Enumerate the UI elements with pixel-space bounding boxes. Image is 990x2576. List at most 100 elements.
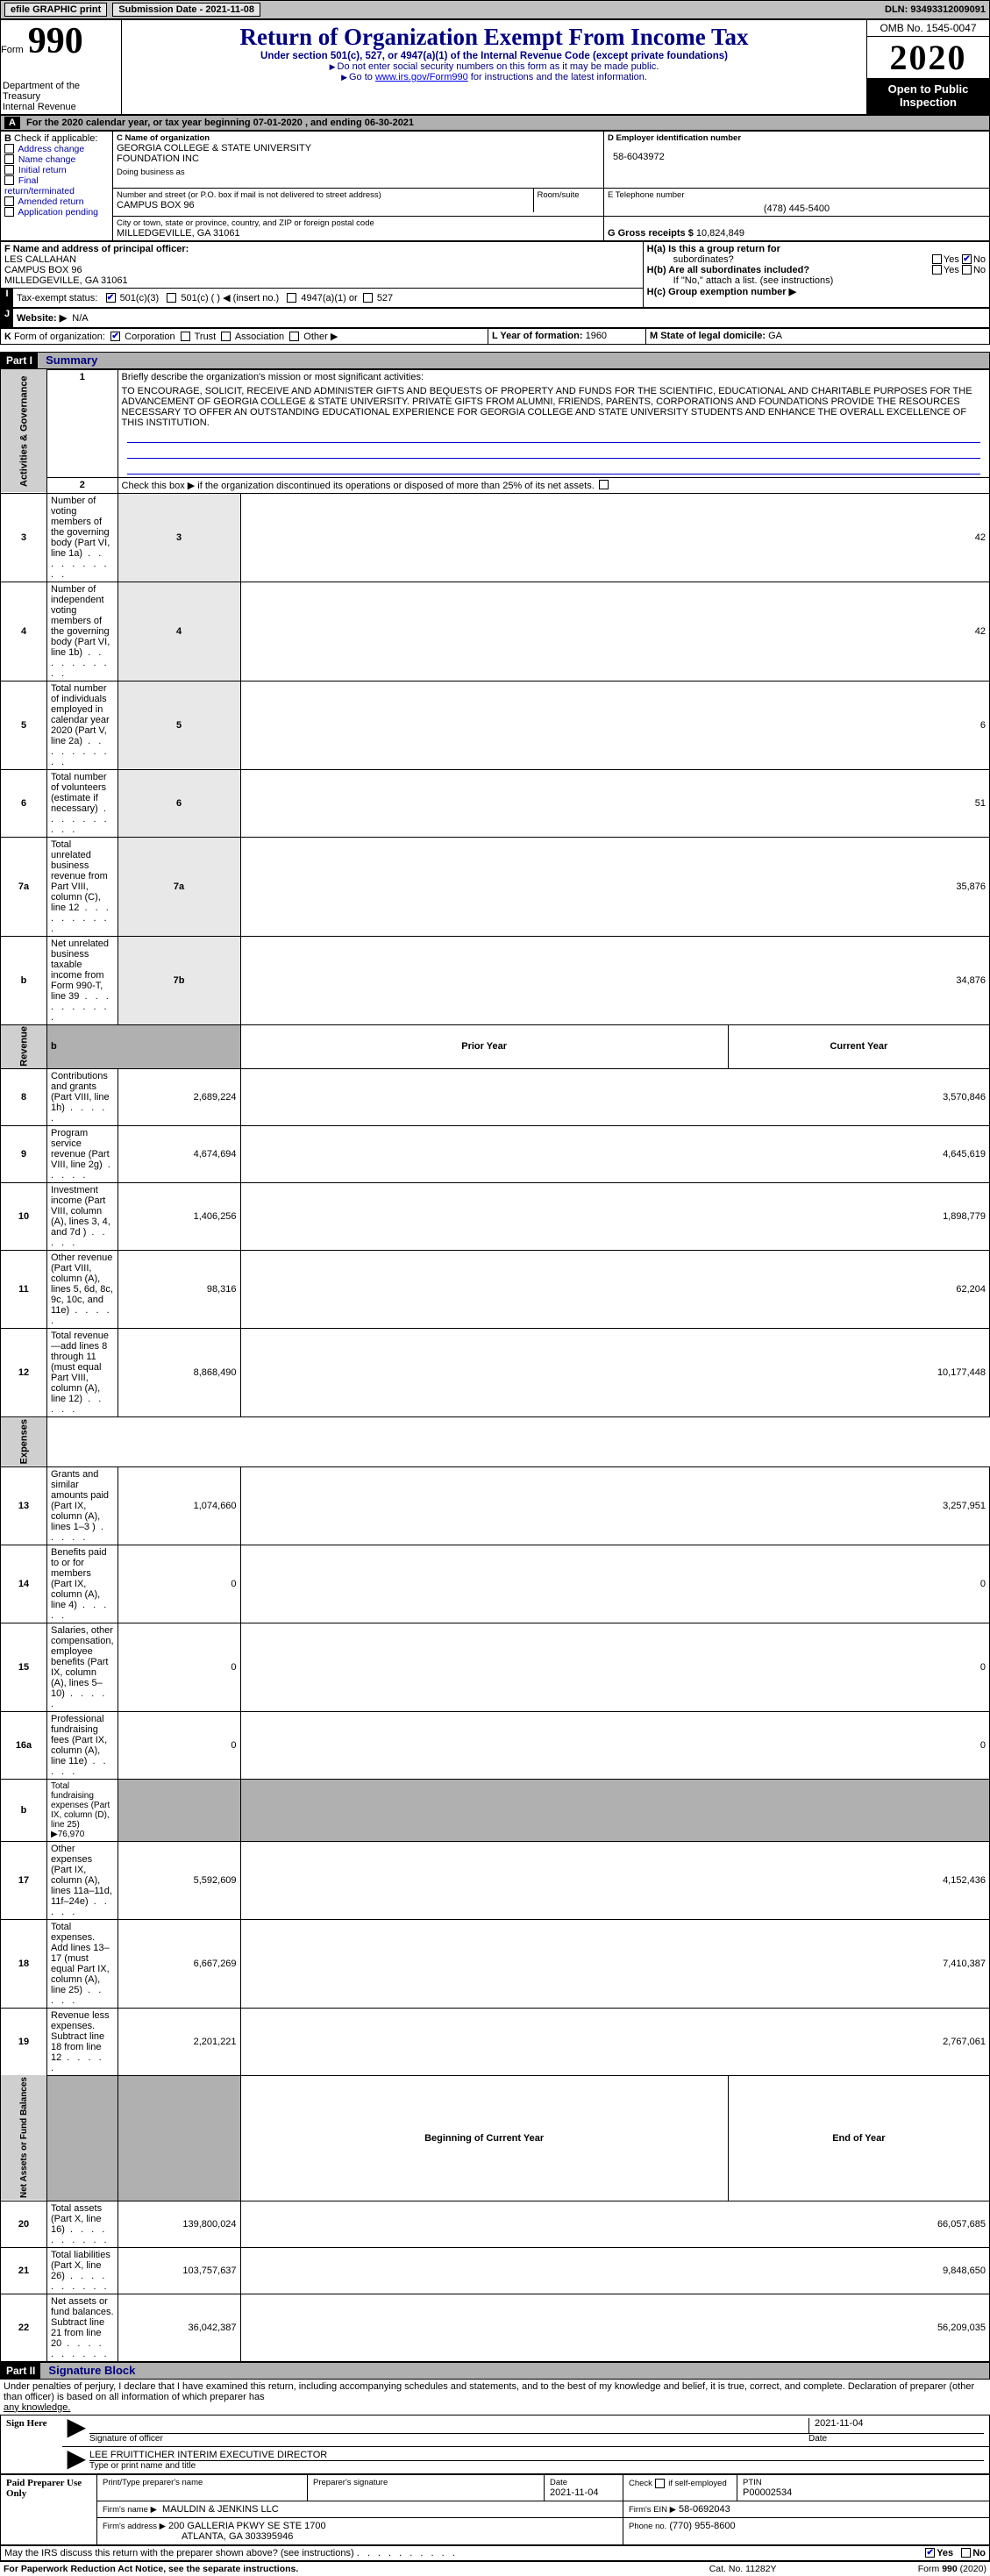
4947-checkbox[interactable]	[287, 293, 296, 303]
corp-checkbox[interactable]	[110, 332, 120, 341]
sig-officer-label: Signature of officer	[89, 2434, 808, 2444]
firm-name: MAULDIN & JENKINS LLC	[162, 2504, 279, 2515]
b-checkbox-5[interactable]	[4, 207, 14, 217]
city-value: MILLEDGEVILLE, GA 31061	[117, 228, 600, 239]
b-checkbox-1[interactable]	[4, 154, 14, 164]
trust-checkbox[interactable]	[181, 332, 190, 341]
prior-year-value: 1,074,660	[118, 1466, 240, 1545]
open-to-public: Open to Public Inspection	[867, 79, 990, 115]
line-num: 15	[1, 1623, 47, 1711]
b-checkbox-4[interactable]	[4, 196, 14, 206]
hb-yes-checkbox[interactable]	[932, 265, 942, 275]
ha-yes-checkbox[interactable]	[932, 254, 942, 264]
org-name-1: GEORGIA COLLEGE & STATE UNIVERSITY	[117, 143, 600, 153]
boy-value: 139,800,024	[118, 2201, 240, 2247]
ha-sub: subordinates?	[647, 254, 734, 265]
form-word: Form	[1, 45, 24, 55]
officer-addr1: CAMPUS BOX 96	[4, 265, 639, 275]
line-num: 18	[1, 1919, 47, 2008]
prior-year-value: 0	[118, 1711, 240, 1779]
efile-label: efile GRAPHIC print	[4, 3, 107, 17]
discuss-label: May the IRS discuss this return with the…	[4, 2548, 354, 2558]
i-tax-exempt-label: Tax-exempt status:	[17, 293, 97, 303]
527-checkbox[interactable]	[363, 293, 373, 303]
shaded-cell	[118, 1779, 240, 1841]
form-header: Form 990 Return of Organization Exempt F…	[0, 19, 990, 115]
line-text: Professional fundraising fees (Part IX, …	[47, 1711, 118, 1779]
c-name-label: C Name of organization	[117, 133, 210, 143]
line-num: 16a	[1, 1711, 47, 1779]
firm-phone: (770) 955-8600	[669, 2521, 735, 2531]
ha-no-checkbox[interactable]	[962, 254, 972, 264]
501c3-checkbox[interactable]	[106, 293, 116, 303]
hb-no-checkbox[interactable]	[962, 265, 972, 275]
boy-value: 103,757,637	[118, 2247, 240, 2294]
line-value: 35,876	[240, 837, 989, 936]
prep-name-label: Print/Type preparer's name	[103, 2478, 302, 2487]
b-checkbox-2[interactable]	[4, 165, 14, 175]
officer-block: F Name and address of principal officer:…	[0, 241, 990, 308]
501c-checkbox[interactable]	[167, 293, 176, 303]
summary-table: Activities & Governance 1 Briefly descri…	[0, 369, 990, 2362]
f-officer-label: F Name and address of principal officer:	[4, 244, 189, 254]
hb-note: If "No," attach a list. (see instruction…	[647, 275, 986, 286]
line2-checkbox[interactable]	[599, 480, 609, 489]
mission-text: TO ENCOURAGE, SOLICIT, RECEIVE AND ADMIN…	[118, 384, 989, 430]
form990-link[interactable]: www.irs.gov/Form990	[375, 72, 468, 82]
line-value: 42	[240, 582, 989, 681]
line-text: Salaries, other compensation, employee b…	[47, 1623, 118, 1711]
form-subtitle-2: Do not enter social security numbers on …	[125, 61, 863, 72]
current-year-value: 7,410,387	[240, 1919, 989, 2008]
officer-name-title: LEE FRUITTICHER INTERIM EXECUTIVE DIRECT…	[89, 2450, 984, 2461]
firm-addr-1: 200 GALLERIA PKWY SE STE 1700	[168, 2521, 326, 2531]
current-year-value: 1,898,779	[240, 1183, 989, 1251]
website-label: Website: ▶	[17, 313, 67, 324]
sig-date-1: 2021-11-04	[808, 2418, 984, 2433]
other-checkbox[interactable]	[289, 332, 299, 341]
dept-line-3: Internal Revenue	[3, 102, 119, 112]
officer-addr2: MILLEDGEVILLE, GA 31061	[4, 275, 639, 286]
line-num: 4	[1, 582, 47, 681]
city-label: City or town, state or province, country…	[117, 218, 600, 228]
line-num: 17	[1, 1841, 47, 1919]
vlabel-expenses: Expenses	[1, 1417, 47, 1466]
line-num: 13	[1, 1466, 47, 1545]
assoc-checkbox[interactable]	[221, 332, 231, 341]
street-address: CAMPUS BOX 96	[117, 200, 530, 211]
g-gross-label: G Gross receipts $	[608, 228, 694, 239]
discuss-yes-checkbox[interactable]	[925, 2548, 935, 2558]
dept-line-2: Treasury	[3, 91, 119, 102]
self-employed-checkbox[interactable]	[655, 2479, 665, 2488]
b-checkbox-0[interactable]	[4, 144, 14, 153]
boy-hdr: Beginning of Current Year	[240, 2075, 728, 2201]
mission-label: Briefly describe the organization's miss…	[122, 372, 424, 382]
hb-label: H(b) Are all subordinates included?	[647, 265, 809, 275]
form-subtitle-3: Go to www.irs.gov/Form990 for instructio…	[125, 72, 863, 82]
line-text: Number of voting members of the governin…	[47, 493, 118, 582]
prior-year-value: 4,674,694	[118, 1126, 240, 1183]
discuss-no-checkbox[interactable]	[961, 2548, 971, 2558]
line-num: 7a	[1, 837, 47, 936]
paperwork-notice: For Paperwork Reduction Act Notice, see …	[4, 2564, 298, 2574]
line-text: Total number of individuals employed in …	[47, 681, 118, 769]
prior-year-value: 1,406,256	[118, 1183, 240, 1251]
tax-period-row: A For the 2020 calendar year, or tax yea…	[0, 115, 990, 131]
current-year-value: 0	[240, 1623, 989, 1711]
line-value: 34,876	[240, 936, 989, 1024]
line-num: b	[1, 936, 47, 1024]
section-b-letter: B	[4, 133, 11, 144]
current-year-value: 3,570,846	[240, 1069, 989, 1126]
line-ref: 7a	[118, 837, 240, 936]
e-phone-label: E Telephone number	[608, 190, 986, 200]
phone-value: (478) 445-5400	[608, 203, 986, 214]
gross-receipts: 10,824,849	[696, 228, 744, 239]
line-text: Total unrelated business revenue from Pa…	[47, 837, 118, 936]
d-ein-label: D Employer identification number	[608, 133, 741, 143]
room-suite-label: Room/suite	[538, 190, 601, 200]
vlabel-revenue: Revenue	[1, 1024, 47, 1069]
part-1-header: Part I Summary	[0, 352, 990, 369]
prior-year-hdr: Prior Year	[240, 1024, 728, 1069]
perjury-declaration: Under penalties of perjury, I declare th…	[0, 2380, 990, 2415]
addr-label: Number and street (or P.O. box if mail i…	[117, 190, 530, 200]
b-checkbox-3[interactable]	[4, 175, 14, 185]
